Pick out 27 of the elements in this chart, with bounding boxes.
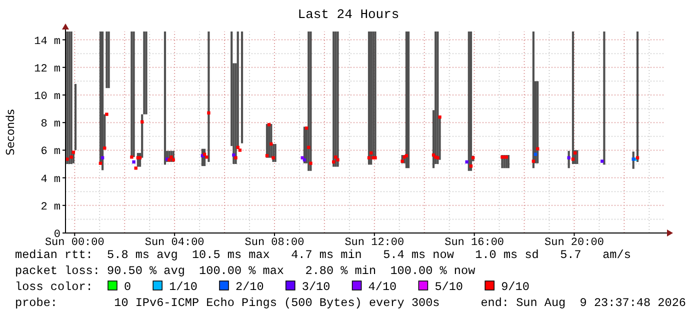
text: median rtt: 5.8 ms avg 10.5 ms max 4.7 ms min 5.4 ms now 1.0 ms sd 5.7 am/s <box>15 248 631 262</box>
y-tick-label: 14 m <box>34 36 61 48</box>
legend-label: 9/10 <box>501 280 530 294</box>
text: probe: 10 IPv6-ICMP Echo Pings (500 Bytes) every 300s <box>15 296 440 310</box>
legend-label: 1/10 <box>169 280 198 294</box>
legend-label: 2/10 <box>236 280 264 294</box>
x-tick-label: Sun 00:00 <box>44 237 104 249</box>
y-tick-label: 2 m <box>40 201 61 214</box>
x-tick-label: Sun 04:00 <box>144 237 204 249</box>
text: end: Sun Aug 9 23:37:48 2026 <box>480 296 686 310</box>
text: packet loss: 90.50 % avg 100.00 % max 2.80 % min 100.00 % now <box>15 264 476 278</box>
y-tick-label: 10 m <box>34 90 61 103</box>
x-tick-label: Sun 16:00 <box>444 237 504 249</box>
legend-label: 3/10 <box>302 280 330 294</box>
y-tick-label: 6 m <box>40 146 61 158</box>
x-tick-label: Sun 08:00 <box>244 237 304 249</box>
y-tick-label: 12 m <box>34 63 61 76</box>
x-tick-label: Sun 20:00 <box>544 237 604 249</box>
y-tick-label: 4 m <box>40 174 61 186</box>
legend-title: loss color: <box>15 280 93 294</box>
legend-label: 0 <box>124 280 132 294</box>
x-tick-label: Sun 12:00 <box>344 237 404 249</box>
chart-title: Last 24 Hours <box>298 7 400 22</box>
legend-label: 5/10 <box>434 280 464 294</box>
y-axis-title: Seconds <box>4 108 17 156</box>
legend-label: 4/10 <box>368 280 397 294</box>
y-tick-label: 8 m <box>40 118 61 131</box>
